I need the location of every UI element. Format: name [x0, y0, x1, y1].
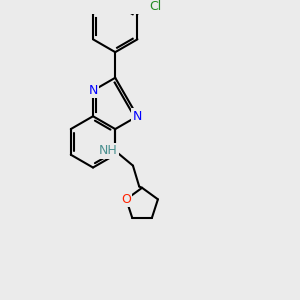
Text: O: O — [121, 193, 131, 206]
Text: Cl: Cl — [149, 0, 162, 13]
Text: N: N — [133, 110, 142, 123]
Text: N: N — [88, 84, 98, 97]
Text: NH: NH — [99, 144, 118, 158]
